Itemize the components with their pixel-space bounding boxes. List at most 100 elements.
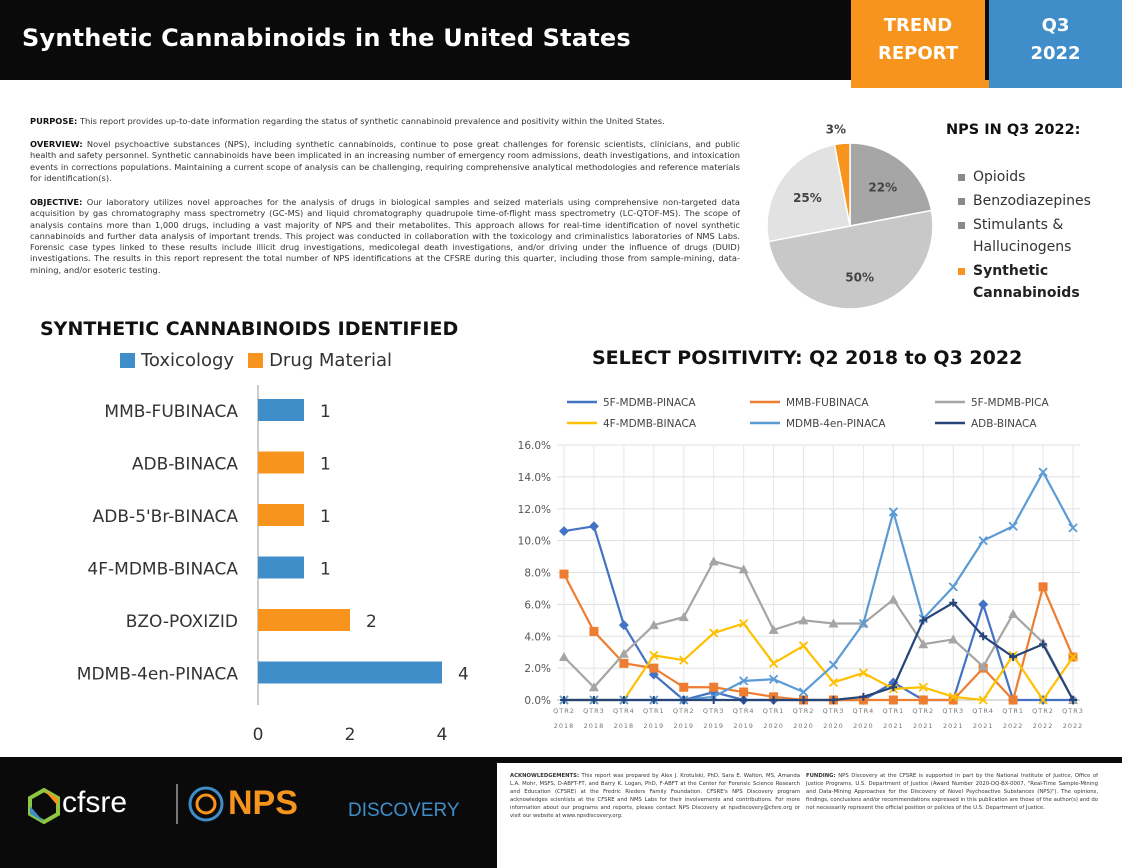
- bar-x-tick: 0: [253, 725, 264, 745]
- line-y-tick: 0.0%: [524, 695, 551, 707]
- line-point: [1008, 695, 1018, 705]
- pie-legend-line1: Synthetic: [973, 263, 1049, 279]
- line-legend-label: 4F-MDMB-BINACA: [603, 418, 697, 430]
- pie-legend-swatch: [958, 198, 965, 205]
- line-y-tick: 8.0%: [524, 568, 551, 580]
- line-point: [1038, 582, 1048, 592]
- pie-legend-text: Stimulants & Hallucinogens: [973, 214, 1071, 258]
- line-x-tick-quarter: QTR4: [972, 707, 994, 715]
- line-x-tick-year: 2020: [853, 722, 874, 730]
- line-x-tick-year: 2018: [584, 722, 605, 730]
- line-point: [948, 634, 959, 644]
- line-point: [858, 618, 869, 629]
- discovery-logo-text: DISCOVERY: [348, 800, 460, 821]
- pie-title: NPS IN Q3 2022:: [946, 122, 1081, 138]
- trend-line2: REPORT: [878, 43, 958, 64]
- line-point: [739, 618, 749, 629]
- line-point: [948, 692, 958, 702]
- pie-label-1: 50%: [845, 271, 874, 285]
- pie-legend: Opioids Benzodiazepines Stimulants & Halluc…: [958, 166, 1091, 306]
- line-legend-label: 5F-MDMB-PINACA: [603, 397, 696, 409]
- bar-4: [258, 609, 350, 631]
- pie-slice-3: [833, 142, 851, 227]
- legend-swatch-drug-material: [248, 353, 264, 368]
- line-x-tick-year: 2021: [913, 722, 934, 730]
- line-x-tick-quarter: QTR1: [763, 707, 785, 715]
- bar-x-tick: 4: [437, 725, 448, 745]
- line-legend-label: ADB-BINACA: [971, 418, 1037, 430]
- line-y-tick: 2.0%: [524, 663, 551, 675]
- pie-legend-swatch: [958, 268, 965, 275]
- pie-label-2: 25%: [793, 191, 822, 205]
- line-point: [1068, 523, 1078, 533]
- line-point: [768, 624, 779, 634]
- quarter-line2: 2022: [1030, 43, 1081, 64]
- accent-stripe-orange: [851, 80, 1122, 88]
- bar-category-label: ADB-5'Br-BINACA: [93, 507, 239, 527]
- line-point: [709, 682, 719, 692]
- bar-0: [258, 399, 304, 421]
- line-point: [588, 521, 599, 532]
- line-point: [709, 628, 719, 638]
- line-x-tick-quarter: QTR1: [882, 707, 904, 715]
- pie-slice-2: [766, 143, 851, 243]
- quarter-badge: Q3 2022: [989, 0, 1122, 80]
- pie-legend-text: Opioids: [973, 166, 1025, 188]
- line-point: [978, 599, 989, 610]
- line-x-tick-quarter: QTR3: [942, 707, 964, 715]
- line-chart: 5F-MDMB-PINACA MMB-FUBINACA 5F-MDMB-PICA 4F…: [518, 397, 1083, 730]
- funding-text: NPS Discovery at the CFSRE is supported …: [806, 773, 1098, 811]
- pie-legend-item: Opioids: [958, 166, 1091, 188]
- line-point: [559, 569, 569, 579]
- line-x-tick-year: 2020: [823, 722, 844, 730]
- page-title: Synthetic Cannabinoids in the United Sta…: [22, 24, 631, 52]
- line-legend-label: 5F-MDMB-PICA: [971, 397, 1049, 409]
- line-x-tick-quarter: QTR1: [1002, 707, 1024, 715]
- pie-legend-line2: Hallucinogens: [973, 239, 1072, 255]
- line-x-tick-year: 2020: [763, 722, 784, 730]
- line-point: [560, 696, 568, 704]
- acknowledgements: ACKNOWLEDGEMENTS: This report was prepar…: [510, 772, 800, 820]
- line-point: [888, 507, 898, 517]
- line-point: [589, 696, 598, 704]
- line-series-2: [563, 560, 1074, 701]
- line-point: [618, 648, 629, 658]
- pie-legend-swatch: [958, 174, 965, 181]
- line-point: [918, 639, 929, 649]
- bar-value-label: 4: [458, 665, 469, 685]
- line-point: [978, 695, 988, 705]
- pie-label-0: 22%: [868, 180, 897, 194]
- objective-paragraph: OBJECTIVE: Our laboratory utilizes novel…: [30, 197, 740, 276]
- line-point: [709, 696, 718, 704]
- line-x-tick-quarter: QTR3: [823, 707, 845, 715]
- line-point: [708, 556, 719, 566]
- bar-5: [258, 661, 442, 684]
- line-x-tick-year: 2020: [793, 722, 814, 730]
- line-point: [949, 598, 958, 607]
- line-chart-title: SELECT POSITIVITY: Q2 2018 to Q3 2022: [592, 347, 1023, 369]
- ack-label: ACKNOWLEDGEMENTS:: [510, 773, 580, 779]
- cfsre-logo-text: cfsre: [62, 786, 128, 819]
- line-y-tick: 14.0%: [518, 472, 551, 484]
- line-point: [649, 650, 659, 661]
- cfsre-logo-icon: [28, 788, 60, 824]
- bar-chart-title: SYNTHETIC CANNABINOIDS IDENTIFIED: [40, 318, 459, 340]
- funding: FUNDING: NPS Discovery at the CFSRE is s…: [806, 772, 1098, 812]
- purpose-paragraph: PURPOSE: This report provides up-to-date…: [30, 116, 740, 127]
- line-point: [649, 696, 658, 704]
- line-point: [859, 692, 868, 701]
- line-point: [858, 668, 869, 678]
- line-y-tick: 12.0%: [518, 504, 551, 516]
- line-x-tick-quarter: QTR3: [703, 707, 725, 715]
- line-point: [919, 616, 928, 625]
- bar-category-label: ADB-BINACA: [132, 455, 239, 475]
- line-point: [1038, 695, 1048, 705]
- bar-value-label: 1: [320, 560, 331, 580]
- pie-legend-line1: Benzodiazepines: [973, 193, 1091, 209]
- line-point: [888, 594, 899, 604]
- pie-legend-line1: Stimulants &: [973, 217, 1064, 233]
- line-legend-label: MMB-FUBINACA: [786, 397, 869, 409]
- line-point: [798, 641, 809, 651]
- line-x-tick-year: 2021: [943, 722, 964, 730]
- line-point: [589, 626, 599, 636]
